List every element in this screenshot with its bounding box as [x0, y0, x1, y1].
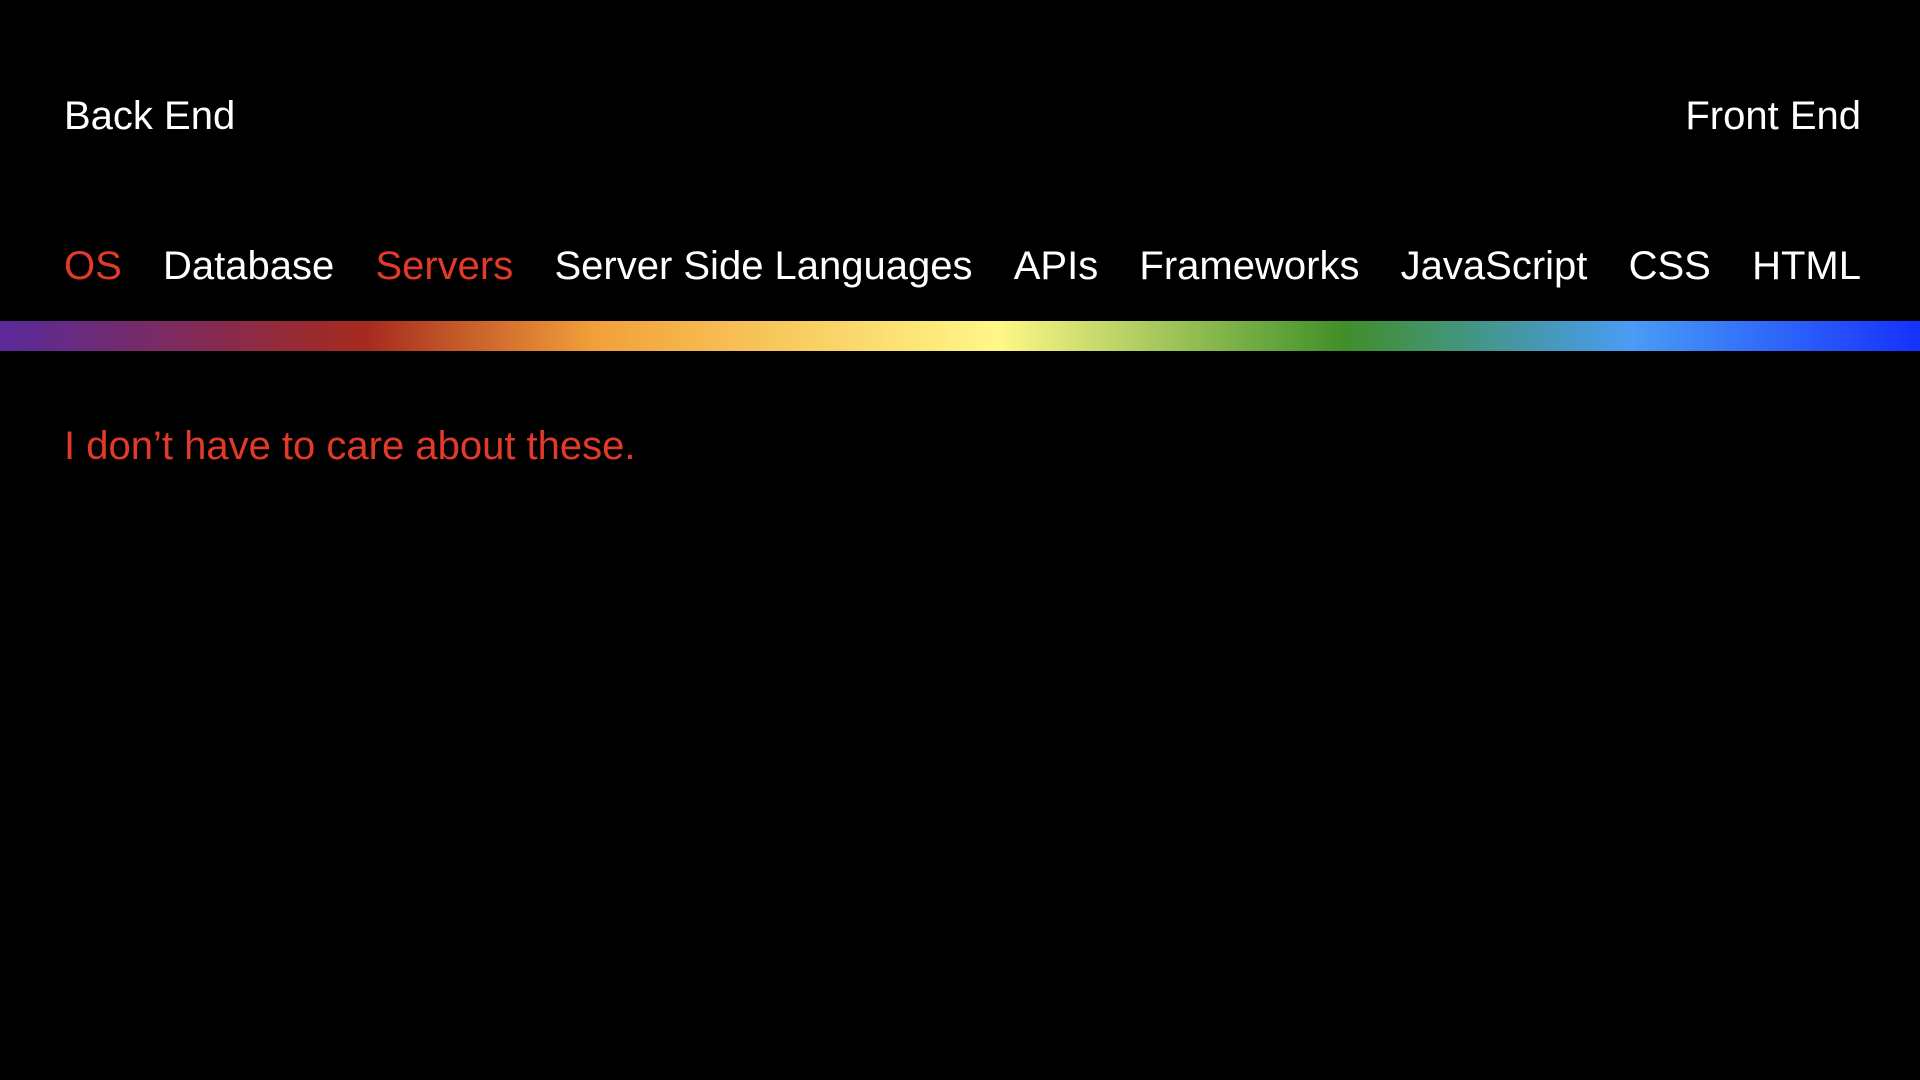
caption-text: I don’t have to care about these. — [64, 424, 636, 468]
category-html: HTML — [1752, 244, 1861, 288]
front-end-label: Front End — [1685, 94, 1861, 138]
category-row: OS Database Servers Server Side Language… — [64, 238, 1861, 294]
category-css: CSS — [1628, 244, 1711, 288]
spectrum-gradient-bar — [0, 321, 1920, 351]
category-apis: APIs — [1013, 244, 1099, 288]
category-os: OS — [64, 244, 122, 288]
category-servers: Servers — [375, 244, 514, 288]
back-end-label: Back End — [64, 94, 236, 138]
category-database: Database — [163, 244, 335, 288]
category-javascript: JavaScript — [1400, 244, 1588, 288]
category-server-side-languages: Server Side Languages — [554, 244, 973, 288]
category-frameworks: Frameworks — [1139, 244, 1360, 288]
